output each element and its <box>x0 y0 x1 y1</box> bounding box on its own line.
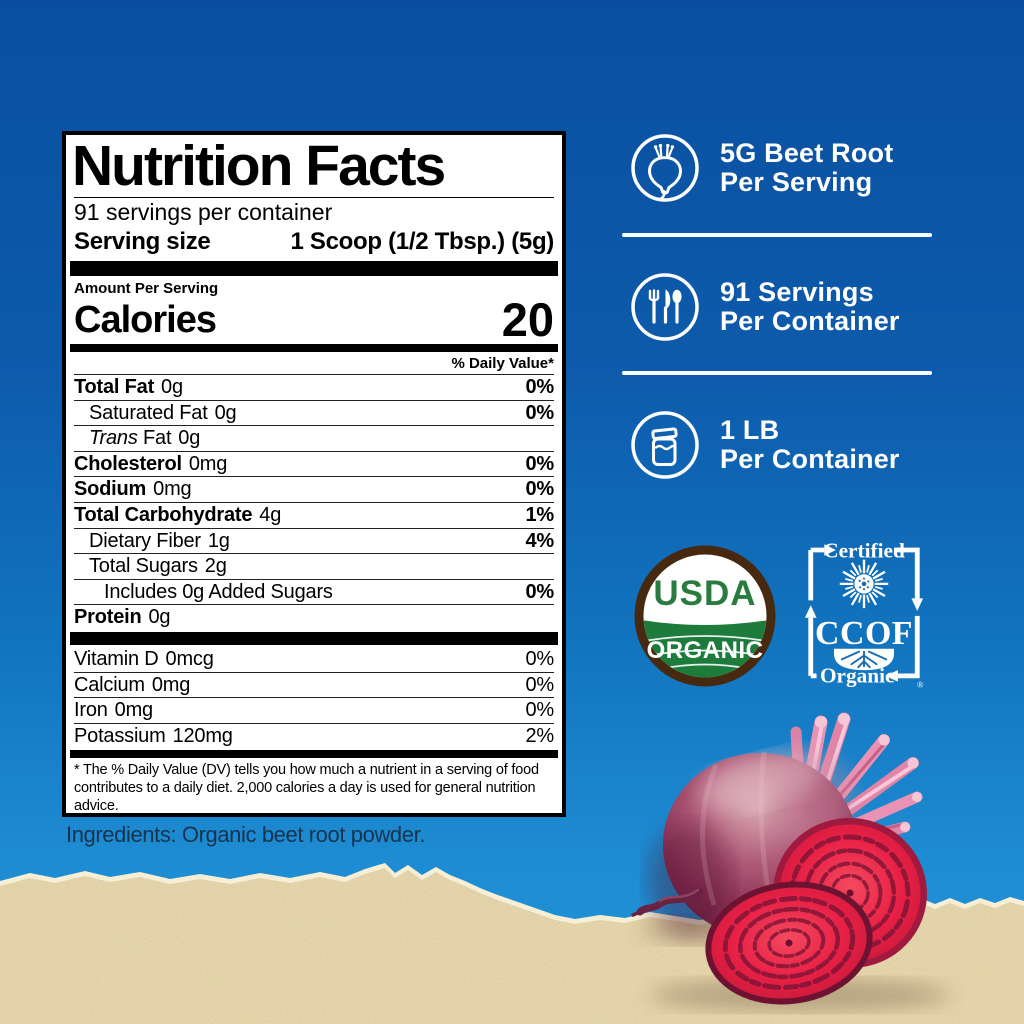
nutrient-name: Sodium 0mg <box>74 478 192 501</box>
label-title: Nutrition Facts <box>72 134 446 198</box>
serving-size-label: Serving size <box>74 228 211 255</box>
ccof-text: CCOF <box>815 615 913 652</box>
daily-value: 0% <box>525 478 554 501</box>
nutrient-name: Dietary Fiber 1g <box>89 529 230 552</box>
feature-line1: 91 Servings <box>720 277 874 307</box>
feature-text: 5G Beet Root Per Serving <box>720 139 893 197</box>
nutrient-name: Total Carbohydrate 4g <box>74 503 282 526</box>
nutrient-name: Potassium 120mg <box>74 724 233 747</box>
amount-per-serving: Amount Per Serving <box>74 280 219 297</box>
nutrient-row: Potassium 120mg 2% <box>74 722 554 749</box>
feature-servings: 91 Servings Per Container <box>626 268 900 346</box>
nutrient-row: Total Fat 0g 0% <box>74 375 554 400</box>
daily-value: 0% <box>525 401 554 424</box>
nutrient-name: Saturated Fat 0g <box>89 401 237 424</box>
feature-line2: Per Container <box>720 306 900 336</box>
nutrient-name: Iron 0mg <box>74 699 153 722</box>
beet-photo <box>631 712 950 1011</box>
divider-line <box>622 371 932 375</box>
feature-beet-root: 5G Beet Root Per Serving <box>626 129 893 207</box>
vitamin-rows: Vitamin D 0mcg 0% Calcium 0mg 0% Iron 0mg 0% Pota… <box>74 647 554 748</box>
calories-value: 20 <box>501 293 554 346</box>
nutrition-facts-label: Nutrition Facts 91 servings per containe… <box>62 131 566 817</box>
thick-bar <box>70 261 558 276</box>
feature-line1: 5G Beet Root <box>720 138 894 168</box>
nutrient-name: Total Fat 0g <box>74 376 183 398</box>
feature-line1: 1 LB <box>720 415 780 445</box>
feature-weight: 1 LB Per Container <box>626 406 900 484</box>
nutrient-name: Total Sugars 2g <box>89 555 227 578</box>
nutrient-row: Includes 0g Added Sugars 0% <box>74 578 554 605</box>
nutrient-row: Dietary Fiber 1g 4% <box>74 527 554 554</box>
daily-value: 0% <box>525 580 554 603</box>
nutrient-name: Includes 0g Added Sugars <box>104 580 333 603</box>
ccof-certified-text: Certified <box>823 539 905 563</box>
daily-value: 0% <box>525 376 554 398</box>
daily-value-footnote: * The % Daily Value (DV) tells you how m… <box>74 762 539 815</box>
beet-icon <box>631 134 699 202</box>
ccof-organic-text: Organic <box>820 664 895 688</box>
daily-value: 0% <box>525 699 554 722</box>
divider <box>74 197 554 198</box>
daily-value: 0% <box>525 673 554 696</box>
serving-size-value: 1 Scoop (1/2 Tbsp.) (5g) <box>290 228 555 255</box>
registered-mark: ® <box>917 679 924 689</box>
nutrient-name: Vitamin D 0mcg <box>74 647 214 670</box>
feature-text: 91 Servings Per Container <box>720 278 900 336</box>
nutrient-row: Total Carbohydrate 4g 1% <box>74 501 554 528</box>
nutrient-row: Iron 0mg 0% <box>74 697 554 723</box>
daily-value: 2% <box>525 724 554 747</box>
nutrient-row: Sodium 0mg 0% <box>74 476 554 502</box>
medium-bar <box>70 344 558 352</box>
medium-bar <box>70 750 558 759</box>
serving-size-row: Serving size 1 Scoop (1/2 Tbsp.) (5g) <box>74 227 554 259</box>
usda-text: USDA <box>653 574 756 613</box>
jar-icon <box>631 411 699 479</box>
cutlery-icon <box>631 273 699 341</box>
nutrient-row: Trans Fat 0g <box>74 425 554 451</box>
usda-organic-badge: USDA ORGANIC <box>634 545 776 687</box>
daily-value-header: % Daily Value* <box>74 352 554 375</box>
nutrient-row: Vitamin D 0mcg 0% <box>74 647 554 672</box>
calories-row: Calories 20 <box>74 293 554 346</box>
nutrient-name: Trans Fat 0g <box>89 427 201 450</box>
calories-label: Calories <box>74 299 217 341</box>
feature-line2: Per Container <box>720 444 900 474</box>
daily-value: 4% <box>525 529 554 552</box>
organic-text: ORGANIC <box>647 637 764 664</box>
nutrient-row: Cholesterol 0mg 0% <box>74 450 554 477</box>
daily-value: 1% <box>525 503 554 526</box>
feature-text: 1 LB Per Container <box>720 416 900 474</box>
daily-value: 0% <box>525 647 554 670</box>
servings-per-container: 91 servings per container <box>74 199 333 225</box>
beet-root-tail <box>631 888 704 917</box>
feature-line2: Per Serving <box>720 167 873 197</box>
nutrient-row: Calcium 0mg 0% <box>74 671 554 698</box>
nutrient-name: Cholesterol 0mg <box>74 452 228 475</box>
nutrient-row: Saturated Fat 0g 0% <box>74 399 554 426</box>
ingredients-line: Ingredients: Organic beet root powder. <box>66 822 426 847</box>
nutrient-row: Protein 0g <box>74 604 554 630</box>
beet-slice-front <box>705 881 873 1005</box>
divider-line <box>622 233 932 237</box>
daily-value: 0% <box>525 452 554 475</box>
thick-bar <box>70 631 558 645</box>
nutrient-name: Protein 0g <box>74 606 171 629</box>
nutrient-rows: Total Fat 0g 0% Saturated Fat 0g 0% Trans Fat 0… <box>74 375 554 630</box>
nutrient-row: Total Sugars 2g <box>74 553 554 579</box>
nutrient-name: Calcium 0mg <box>74 673 191 696</box>
ccof-certified-organic-badge: Certified CCOF Organic ® <box>804 539 924 689</box>
